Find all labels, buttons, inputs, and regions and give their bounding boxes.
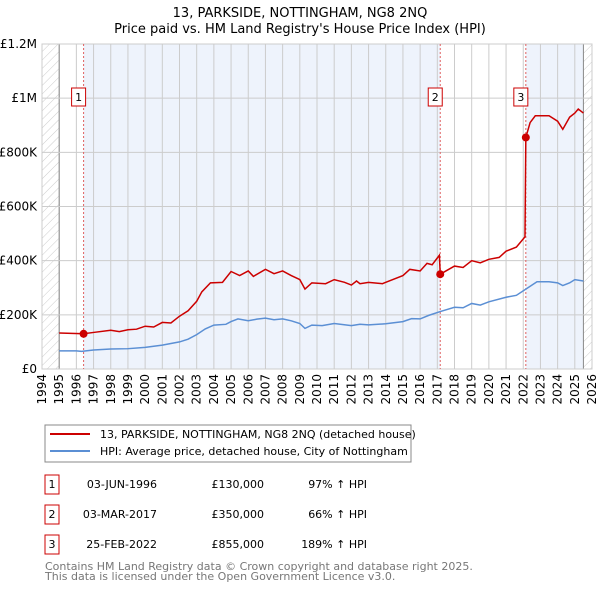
- y-tick-label: £1.2M: [0, 37, 37, 51]
- transaction-date: 03-JUN-1996: [87, 478, 157, 491]
- x-tick-label: 2011: [327, 374, 341, 405]
- transaction-price: £350,000: [212, 508, 265, 521]
- x-tick-label: 2019: [465, 374, 479, 405]
- transaction-price: £855,000: [212, 538, 265, 551]
- transaction-date: 03-MAR-2017: [83, 508, 157, 521]
- x-tick-label: 2022: [516, 374, 530, 405]
- x-tick-label: 1999: [121, 374, 135, 405]
- x-tick-label: 2023: [533, 374, 547, 405]
- y-tick-label: £400K: [0, 254, 38, 268]
- x-tick-label: 2009: [293, 374, 307, 405]
- transaction-number: 2: [49, 508, 56, 521]
- x-tick-label: 2013: [362, 374, 376, 405]
- x-tick-label: 2007: [258, 374, 272, 405]
- x-tick-label: 2026: [585, 374, 599, 405]
- series-line-property: [59, 107, 584, 335]
- transaction-number-box: [44, 504, 60, 525]
- y-tick-label: £800K: [0, 145, 38, 159]
- sale-point-1: [79, 329, 88, 338]
- transaction-date: 25-FEB-2022: [86, 538, 157, 551]
- y-tick-label: £600K: [0, 200, 38, 214]
- transaction-number-box: [44, 474, 60, 495]
- x-tick-label: 2016: [413, 374, 427, 405]
- x-tick-label: 2003: [190, 374, 204, 405]
- chart-subtitle: Price paid vs. HM Land Registry's House …: [114, 22, 486, 37]
- x-tick-label: 2008: [276, 374, 290, 405]
- sale-label-1: 1: [75, 91, 82, 104]
- transaction-number: 3: [49, 538, 56, 551]
- legend-label-hpi: HPI: Average price, detached house, City…: [100, 445, 408, 458]
- chart-title: 13, PARKSIDE, NOTTINGHAM, NG8 2NQ: [173, 6, 428, 21]
- transaction-hpi-change: 97% ↑ HPI: [308, 478, 367, 491]
- transaction-hpi-change: 189% ↑ HPI: [301, 538, 367, 551]
- x-tick-label: 2015: [396, 374, 410, 405]
- y-tick-label: £0: [22, 362, 37, 376]
- x-tick-label: 2020: [482, 374, 496, 405]
- x-tick-label: 2004: [207, 374, 221, 405]
- footer-line-2: This data is licensed under the Open Gov…: [44, 570, 395, 583]
- x-tick-label: 2002: [173, 374, 187, 405]
- legend-box: [44, 424, 412, 463]
- x-tick-label: 2014: [379, 374, 393, 405]
- x-tick-label: 2012: [344, 374, 358, 405]
- sale-label-3: 3: [517, 91, 524, 104]
- x-tick-label: 1998: [104, 374, 118, 405]
- transaction-price: £130,000: [212, 478, 265, 491]
- x-tick-label: 2010: [310, 374, 324, 405]
- x-tick-label: 2018: [448, 374, 462, 405]
- x-tick-label: 2024: [551, 374, 565, 405]
- transaction-hpi-change: 66% ↑ HPI: [308, 508, 367, 521]
- x-tick-label: 2025: [568, 374, 582, 405]
- y-tick-label: £1M: [11, 91, 37, 105]
- x-tick-label: 1996: [69, 374, 83, 405]
- sale-label-box-3: [513, 87, 529, 107]
- x-tick-label: 2017: [430, 374, 444, 405]
- series-line-hpi: [59, 278, 584, 353]
- x-tick-label: 2021: [499, 374, 513, 405]
- plot-border: [41, 43, 593, 370]
- footer-line-1: Contains HM Land Registry data © Crown c…: [45, 560, 473, 573]
- sale-point-2: [436, 270, 445, 279]
- sale-point-3: [521, 133, 530, 142]
- transaction-number: 1: [49, 478, 56, 491]
- legend-label-property: 13, PARKSIDE, NOTTINGHAM, NG8 2NQ (detac…: [100, 428, 416, 441]
- x-tick-label: 2001: [155, 374, 169, 405]
- x-tick-label: 1995: [52, 374, 66, 405]
- sale-label-2: 2: [432, 91, 439, 104]
- sale-label-box-2: [427, 87, 443, 107]
- x-tick-label: 1994: [35, 374, 49, 405]
- transaction-number-box: [44, 534, 60, 555]
- x-tick-label: 2006: [241, 374, 255, 405]
- y-tick-label: £200K: [0, 308, 38, 322]
- sale-label-box-1: [71, 87, 87, 107]
- x-tick-label: 1997: [87, 374, 101, 405]
- x-tick-label: 2005: [224, 374, 238, 405]
- x-tick-label: 2000: [138, 374, 152, 405]
